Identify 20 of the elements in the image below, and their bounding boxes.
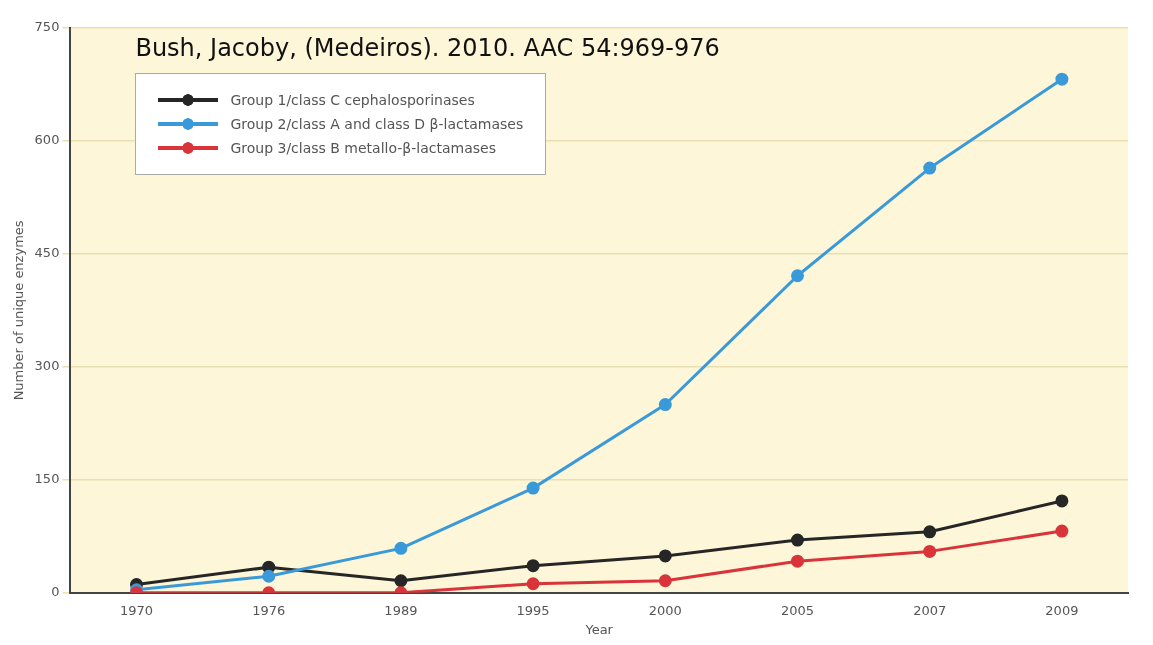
- y-tick-label: 150: [34, 471, 60, 487]
- legend-label: Group 3/class B metallo-β-lactamases: [230, 140, 496, 156]
- y-axis-title: Number of unique enzymes: [11, 220, 27, 401]
- x-tick-label: 1970: [119, 602, 154, 618]
- x-tick-label: 2005: [780, 602, 815, 618]
- x-axis-title: Year: [584, 621, 614, 637]
- legend-label: Group 2/class A and class D β-lactamases: [230, 116, 524, 132]
- y-tick-label: 750: [34, 19, 60, 35]
- x-tick-label: 1989: [384, 602, 418, 618]
- x-tick-label: 1976: [252, 602, 286, 618]
- x-tick-label: 2009: [1045, 602, 1079, 618]
- legend-label: Group 1/class C cephalosporinases: [230, 92, 475, 108]
- annotation: Bush, Jacoby, (Medeiros). 2010. AAC 54:969-976: [135, 34, 720, 63]
- x-tick-label: 1995: [516, 602, 550, 618]
- y-tick-label: 0: [51, 584, 60, 600]
- x-tick-label: 2000: [648, 602, 682, 618]
- y-tick-label: 300: [34, 358, 60, 374]
- x-tick-label: 2007: [913, 602, 947, 618]
- y-tick-label: 450: [34, 245, 60, 261]
- y-tick-label: 600: [34, 132, 60, 148]
